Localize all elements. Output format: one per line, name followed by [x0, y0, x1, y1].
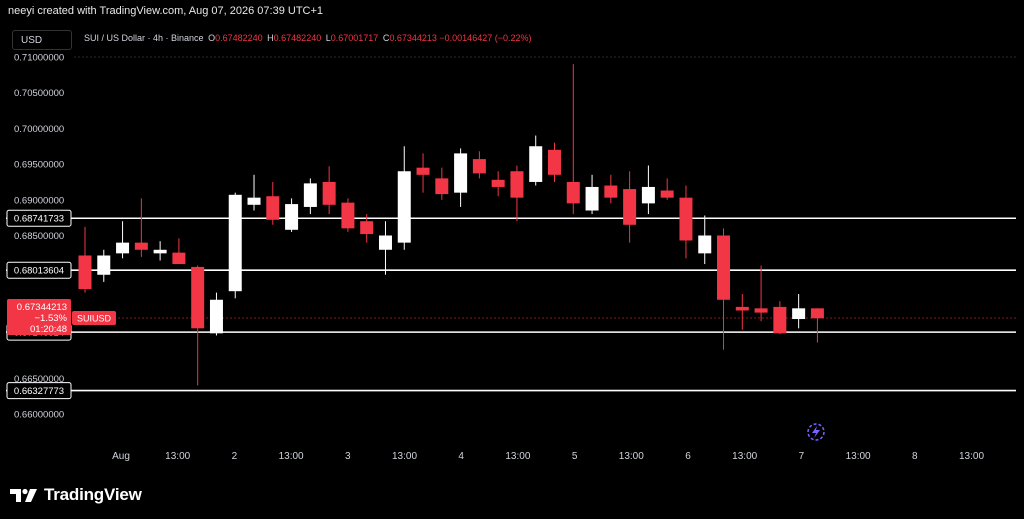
- candle-body: [134, 242, 148, 250]
- candle-body: [172, 252, 186, 265]
- x-tick-label: 7: [799, 451, 805, 462]
- x-tick-label: 13:00: [392, 451, 417, 462]
- y-tick-label: 0.68500000: [14, 231, 64, 242]
- price-tag-change: −1.53%: [35, 313, 68, 324]
- x-tick-label: 13:00: [959, 451, 984, 462]
- chart-panel[interactable]: 0.687417330.680136040.671468140.66327773…: [6, 24, 1016, 470]
- low-value: 0.67001717: [330, 33, 379, 43]
- symbol-tag-box: [72, 311, 116, 326]
- x-tick-label: 13:00: [279, 451, 304, 462]
- footer: TradingView: [0, 470, 1024, 519]
- y-tick-label: 0.66000000: [14, 410, 64, 421]
- level-label-box: [6, 209, 72, 227]
- candle-body: [266, 196, 280, 220]
- level-label: 0.66327773: [14, 386, 64, 397]
- candle-body: [435, 178, 449, 195]
- low-label: L: [325, 33, 331, 43]
- candle-body: [454, 153, 468, 193]
- symbol-tag-label: SUIUSD: [77, 314, 112, 324]
- candle-body: [491, 179, 505, 187]
- level-label-box: [6, 382, 72, 400]
- candle-body: [510, 171, 524, 198]
- candle-body: [566, 181, 580, 204]
- candle-body: [285, 204, 299, 230]
- candle-body: [209, 299, 223, 334]
- candle-body: [641, 186, 655, 204]
- candle-body: [472, 159, 486, 174]
- candle-body: [717, 235, 731, 300]
- level-label-box: [6, 261, 72, 279]
- candle-body: [698, 235, 712, 254]
- x-tick-label: 4: [458, 451, 464, 462]
- level-label: 0.68013604: [14, 266, 64, 277]
- x-tick-label: Aug: [112, 451, 130, 462]
- x-tick-label: 3: [345, 451, 351, 462]
- candle-body: [604, 185, 618, 198]
- x-tick-label: 8: [912, 451, 918, 462]
- price-tag-countdown: 01:20:48: [30, 324, 67, 335]
- candle-body: [623, 189, 637, 225]
- candle-body: [153, 249, 167, 254]
- candle-body: [585, 186, 599, 211]
- y-tick-label: 0.66500000: [14, 374, 64, 385]
- candle-body: [773, 306, 787, 334]
- candle-body: [191, 266, 205, 329]
- y-tick-label: 0.70000000: [14, 124, 64, 135]
- x-tick-label: 13:00: [619, 451, 644, 462]
- open-value: 0.67482240: [215, 33, 263, 43]
- x-tick-label: 13:00: [846, 451, 871, 462]
- candle-body: [97, 255, 111, 275]
- y-tick-label: 0.69000000: [14, 195, 64, 206]
- open-label: O: [208, 33, 216, 43]
- x-tick-label: 5: [572, 451, 578, 462]
- candle-body: [360, 221, 374, 235]
- lightning-icon[interactable]: [807, 423, 825, 441]
- candle-body: [322, 181, 336, 205]
- symbol-label: SUI / US Dollar · 4h · Binance: [84, 33, 204, 43]
- close-label: C: [382, 33, 390, 43]
- high-value: 0.67482240: [273, 33, 322, 43]
- candle-body: [810, 308, 824, 319]
- candle-body: [78, 255, 92, 290]
- candle-body: [303, 183, 317, 207]
- high-label: H: [267, 33, 274, 43]
- candle-body: [378, 235, 392, 250]
- candle-body: [416, 167, 430, 175]
- x-tick-label: 13:00: [505, 451, 530, 462]
- y-tick-label: 0.69500000: [14, 160, 64, 171]
- currency-selector[interactable]: USD: [12, 30, 72, 50]
- candle-body: [754, 308, 768, 313]
- ohlc-legend: SUI / US Dollar · 4h · Binance O0.674822…: [84, 33, 531, 43]
- candle-body: [529, 146, 543, 182]
- tradingview-logo[interactable]: TradingView: [10, 485, 142, 505]
- y-tick-label: 0.70500000: [14, 88, 64, 99]
- close-value: 0.67344213: [389, 33, 437, 43]
- candle-body: [792, 308, 806, 320]
- candle-body: [660, 190, 674, 198]
- candle-body: [341, 202, 355, 229]
- tradingview-logo-icon: [10, 488, 37, 502]
- candle-body: [228, 194, 242, 292]
- candle-body: [548, 149, 561, 175]
- x-tick-label: 13:00: [732, 451, 757, 462]
- candle-body: [397, 171, 411, 243]
- x-tick-label: 2: [232, 451, 238, 462]
- price-tag-box: [7, 299, 71, 336]
- price-chart[interactable]: 0.687417330.680136040.671468140.66327773…: [6, 24, 1016, 470]
- candle-body: [735, 306, 749, 311]
- y-tick-label: 0.71000000: [14, 53, 64, 64]
- candle-body: [679, 197, 693, 241]
- x-tick-label: 6: [685, 451, 691, 462]
- level-label: 0.68741733: [14, 214, 64, 225]
- candle-body: [116, 242, 130, 254]
- candle-body: [247, 197, 261, 205]
- price-tag-value: 0.67344213: [17, 302, 67, 313]
- attribution-text: neeyi created with TradingView.com, Aug …: [8, 5, 324, 17]
- change-value: −0.00146427 (−0.22%): [439, 33, 532, 43]
- x-tick-label: 13:00: [165, 451, 190, 462]
- attribution-bar: neeyi created with TradingView.com, Aug …: [0, 0, 1024, 22]
- brand-name: TradingView: [44, 485, 142, 504]
